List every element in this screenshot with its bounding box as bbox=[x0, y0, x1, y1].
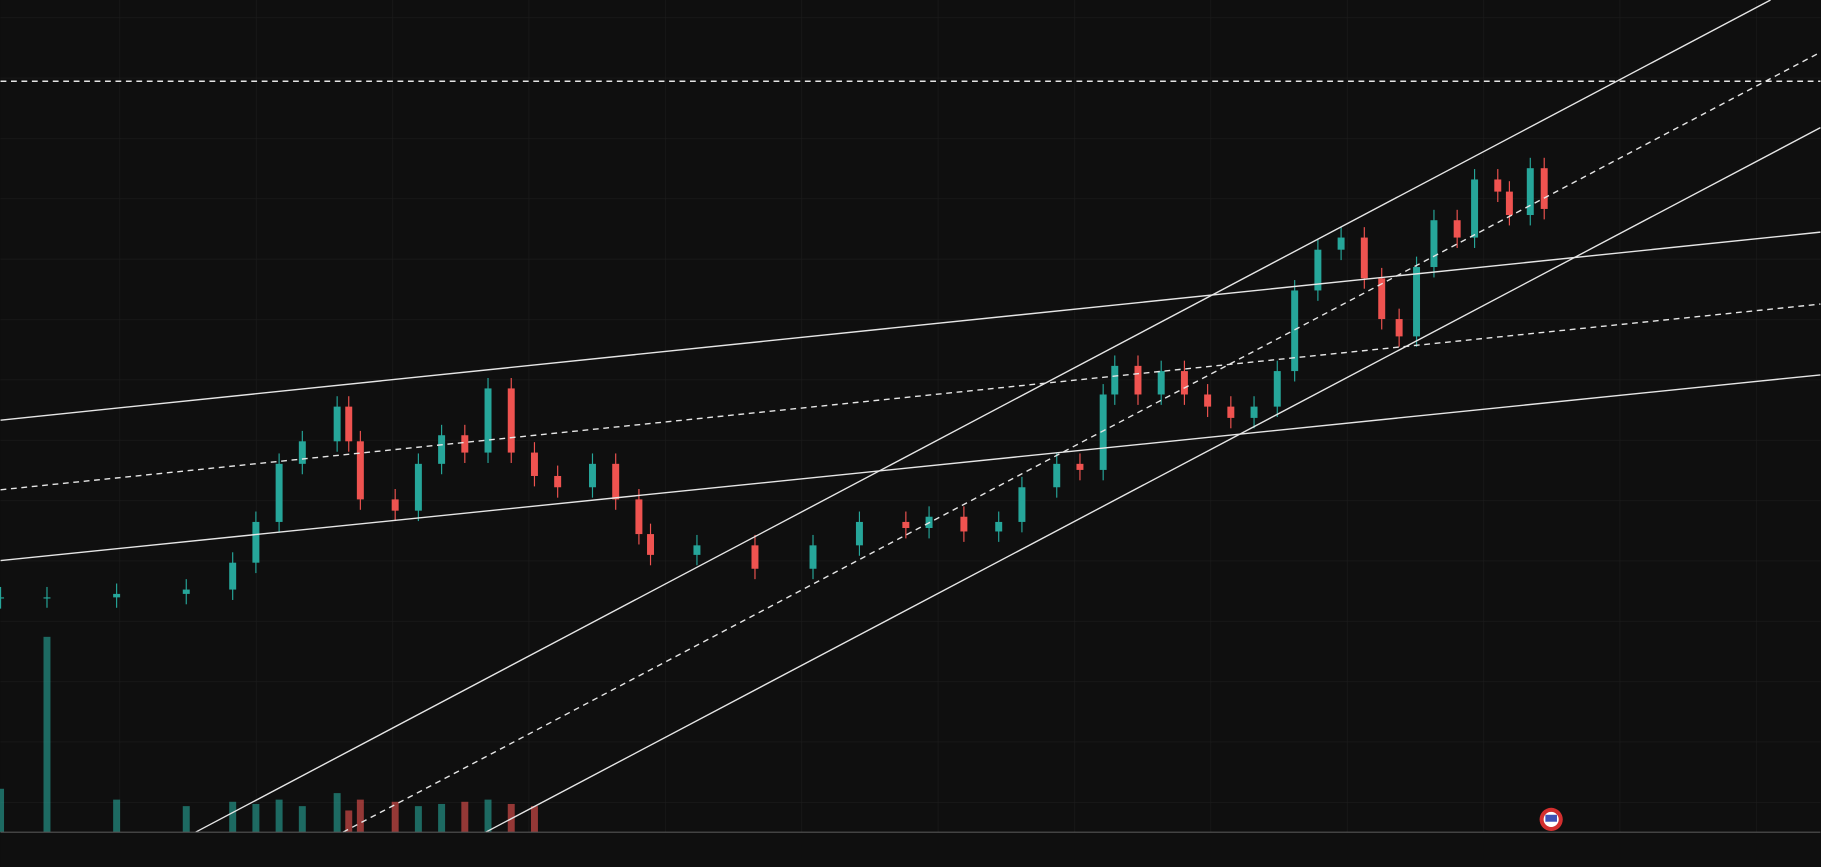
volume-bar bbox=[252, 803, 260, 833]
candle-body bbox=[647, 534, 654, 555]
candle-body bbox=[484, 388, 492, 453]
volume-bar bbox=[461, 801, 469, 833]
trend-line bbox=[195, 0, 1771, 833]
candle-body bbox=[554, 475, 562, 488]
volume-bar bbox=[391, 801, 399, 833]
candle-body bbox=[902, 521, 910, 529]
candle-body bbox=[414, 463, 422, 511]
volume-bar bbox=[333, 793, 341, 833]
volume-bar bbox=[484, 799, 492, 833]
volume-bar bbox=[356, 799, 364, 833]
candle-body bbox=[1378, 278, 1386, 320]
candle-body bbox=[1505, 191, 1513, 216]
volume-bar bbox=[182, 806, 190, 833]
candle-body bbox=[1314, 249, 1322, 291]
candle-body bbox=[356, 441, 364, 500]
candle-body bbox=[1204, 394, 1212, 407]
candle-body bbox=[855, 521, 863, 546]
candle-body bbox=[1018, 487, 1026, 522]
candle-body bbox=[391, 499, 399, 511]
candle-body bbox=[693, 545, 701, 555]
candle-body bbox=[1157, 371, 1165, 395]
candle-body bbox=[1180, 371, 1188, 395]
candle-body bbox=[1250, 406, 1258, 418]
candle-body bbox=[298, 441, 306, 464]
candle-body bbox=[1471, 179, 1479, 238]
candle-body bbox=[635, 499, 643, 535]
candle-body bbox=[1134, 365, 1142, 395]
candle-body bbox=[960, 516, 968, 532]
volume-bar bbox=[275, 799, 283, 833]
candle-body bbox=[751, 545, 759, 569]
candle-body bbox=[43, 597, 51, 599]
trend-line bbox=[0, 231, 1821, 421]
candle-body bbox=[1076, 463, 1084, 470]
candle-body bbox=[1291, 290, 1299, 372]
trend-line bbox=[0, 303, 1821, 491]
candle-body bbox=[530, 452, 538, 476]
candle-body bbox=[252, 521, 260, 563]
candle-body bbox=[0, 597, 5, 599]
candle-body bbox=[1494, 179, 1502, 192]
candle-body bbox=[1430, 220, 1438, 268]
candle-body bbox=[1053, 463, 1061, 488]
candle-body bbox=[507, 388, 515, 453]
candle-body bbox=[1273, 371, 1281, 407]
volume-bar bbox=[229, 801, 237, 833]
candle-body bbox=[275, 463, 283, 522]
candle-body bbox=[345, 406, 353, 442]
candle-body bbox=[1453, 220, 1461, 238]
drawings bbox=[0, 0, 1821, 833]
candle-body bbox=[809, 545, 817, 569]
trend-line bbox=[0, 374, 1821, 562]
volume-bar bbox=[438, 803, 446, 833]
candle-body bbox=[1099, 394, 1107, 470]
candle-body bbox=[333, 406, 341, 442]
volume-bar bbox=[530, 806, 538, 833]
candle-body bbox=[1227, 406, 1235, 418]
volume-bar bbox=[0, 788, 5, 833]
candle-body bbox=[589, 463, 596, 488]
candle-body bbox=[1337, 237, 1345, 250]
candle-body bbox=[113, 593, 121, 598]
candle-body bbox=[1413, 267, 1421, 337]
series bbox=[0, 157, 1548, 833]
grid bbox=[0, 0, 1821, 833]
candle-body bbox=[1526, 168, 1534, 216]
volume-bar bbox=[43, 636, 51, 833]
volume-bar bbox=[298, 806, 306, 833]
candle-body bbox=[461, 435, 469, 453]
candle-body bbox=[612, 463, 620, 500]
candle-body bbox=[1111, 365, 1119, 395]
candle-body bbox=[995, 521, 1003, 532]
trend-line bbox=[485, 127, 1821, 833]
trend-line bbox=[342, 51, 1821, 833]
candle-body bbox=[1360, 237, 1368, 279]
candle-body bbox=[182, 589, 190, 594]
candle-body bbox=[1540, 168, 1548, 209]
flag-icon[interactable] bbox=[1539, 807, 1563, 832]
candle-body bbox=[1395, 319, 1403, 337]
candle-body bbox=[438, 435, 446, 464]
volume-bar bbox=[414, 806, 422, 833]
volume-bar bbox=[113, 799, 121, 833]
candle-body bbox=[229, 562, 237, 590]
volume-bar bbox=[345, 810, 353, 833]
